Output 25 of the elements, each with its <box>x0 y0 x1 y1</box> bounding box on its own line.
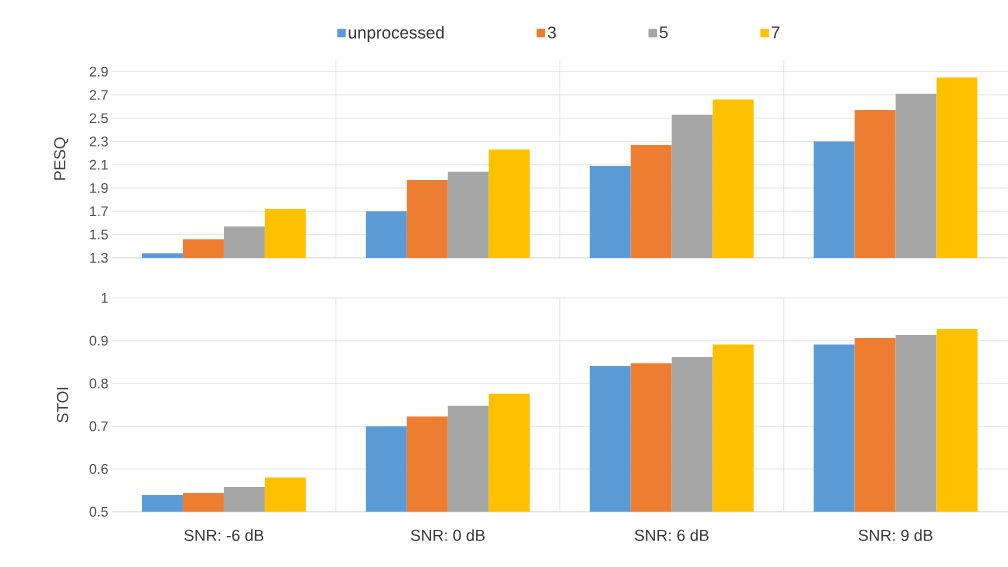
y-tick-label: 2.9 <box>89 66 108 77</box>
y-tick-label: 2.7 <box>89 90 108 100</box>
x-tick-label: SNR: 6 dB <box>634 529 709 542</box>
legend-label: 3 <box>547 26 556 39</box>
y-tick-label: 0.5 <box>89 506 108 517</box>
y-tick-label: 2.3 <box>89 136 108 147</box>
y-tick-label: 1.9 <box>90 183 108 194</box>
y-tick-label: 1.5 <box>90 229 108 240</box>
y-tick-label: 0.7 <box>89 421 108 432</box>
legend-label: unprocessed <box>348 26 444 43</box>
y-tick-label: 1.3 <box>90 253 108 263</box>
y-axis-title: PESQ <box>54 137 69 180</box>
y-tick-label: 1 <box>101 293 108 303</box>
y-tick-label: 0.9 <box>89 335 108 346</box>
y-axis-title: STOI <box>56 387 69 423</box>
legend-label: 7 <box>771 26 780 39</box>
y-tick-label: 2.1 <box>89 159 108 170</box>
x-tick-label: SNR: 9 dB <box>858 529 933 542</box>
x-tick-label: SNR: 0 dB <box>410 529 485 542</box>
y-tick-label: 1.7 <box>90 206 108 217</box>
legend-label: 5 <box>659 26 668 39</box>
y-tick-label: 2.5 <box>89 113 108 124</box>
x-tick-label: SNR: -6 dB <box>184 529 264 542</box>
y-tick-label: 0.8 <box>89 378 108 389</box>
y-tick-label: 0.6 <box>89 464 108 475</box>
